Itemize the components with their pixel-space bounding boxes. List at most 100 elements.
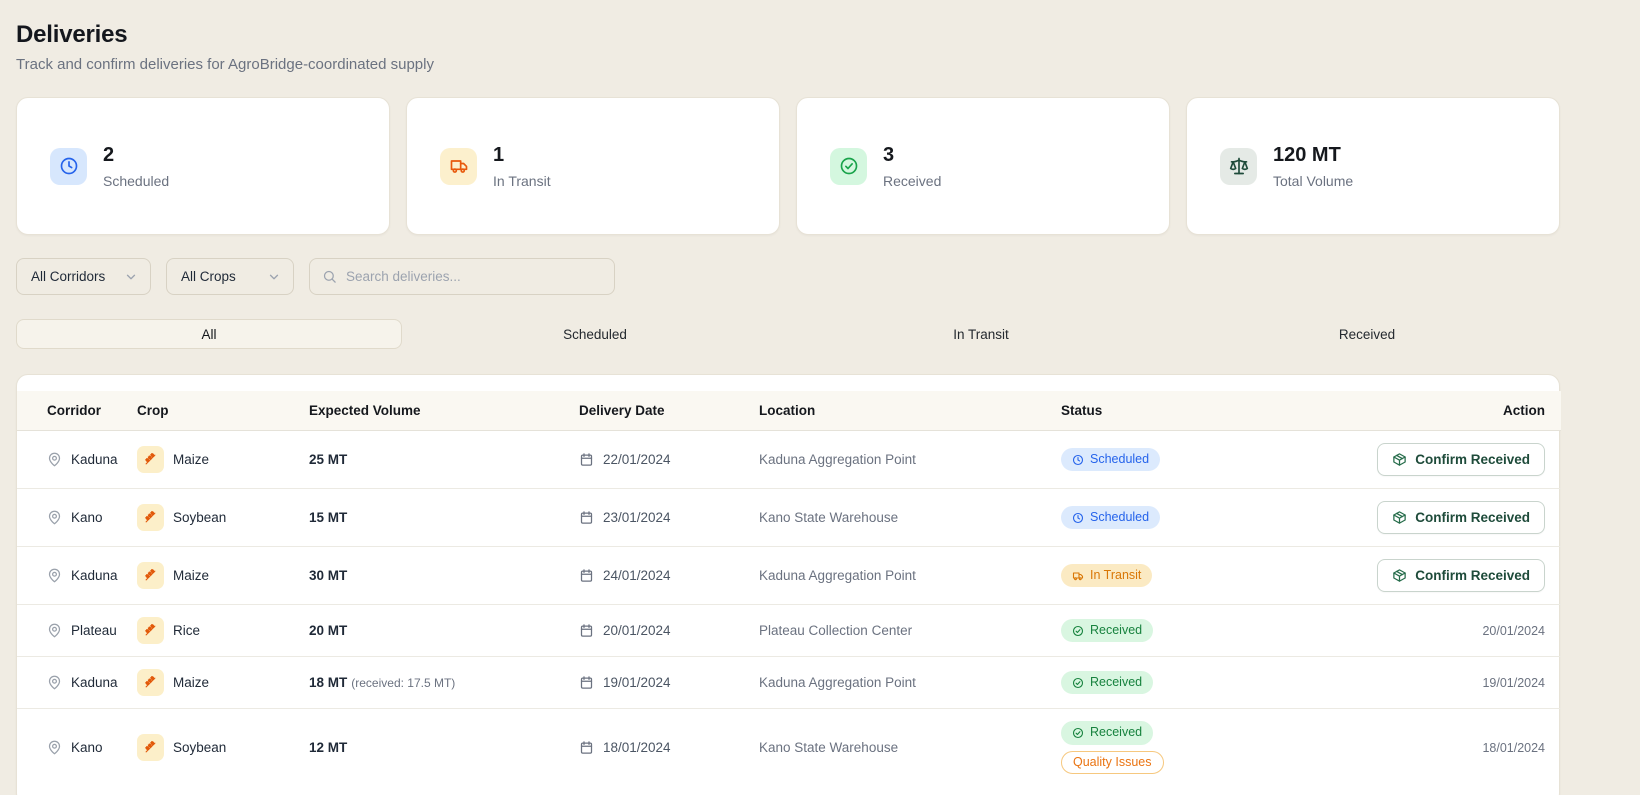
status-label: In Transit [1090, 567, 1142, 582]
location: Plateau Collection Center [759, 623, 913, 638]
calendar-icon [579, 568, 594, 583]
stat-value: 3 [883, 143, 895, 166]
corridor-name: Kano [71, 510, 103, 525]
delivery-date: 24/01/2024 [603, 568, 671, 583]
wheat-icon [137, 669, 164, 696]
table-row: Kaduna Maize 18 MT (received: 17.5 MT) 19… [17, 657, 1561, 709]
tab-all[interactable]: All [16, 319, 402, 349]
calendar-icon [579, 623, 594, 638]
tab-scheduled[interactable]: Scheduled [563, 326, 627, 342]
stat-label: Received [883, 172, 942, 189]
header-corridor: Corridor [17, 391, 137, 431]
stat-card-in-transit: 1 In Transit [406, 97, 780, 235]
status-tabs: All Scheduled In Transit Received [16, 319, 1560, 349]
corridor-name: Plateau [71, 623, 117, 638]
delivery-date: 18/01/2024 [603, 740, 671, 756]
check-circle-icon [1072, 677, 1084, 689]
expected-volume: 12 MT [309, 740, 348, 756]
status-label: Scheduled [1090, 451, 1150, 466]
corridor-filter-value: All Corridors [31, 269, 106, 284]
crop-name: Maize [173, 675, 210, 690]
stat-card-scheduled: 2 Scheduled [16, 97, 390, 235]
received-date: 20/01/2024 [1482, 624, 1545, 638]
status-badge: In Transit [1061, 563, 1153, 588]
crop-filter-value: All Crops [181, 269, 236, 284]
header-crop: Crop [137, 391, 309, 431]
location: Kaduna Aggregation Point [759, 568, 916, 583]
stat-label: In Transit [493, 172, 551, 189]
package-icon [1392, 510, 1407, 525]
location: Kaduna Aggregation Point [759, 675, 916, 690]
header-expected-volume: Expected Volume [309, 391, 579, 431]
map-pin-icon [47, 740, 62, 755]
clock-icon [50, 147, 87, 185]
status-label: Received [1090, 674, 1143, 689]
calendar-icon [579, 675, 594, 690]
expected-volume: 20 MT [309, 623, 348, 638]
corridor-filter-select[interactable]: All Corridors [16, 258, 151, 295]
wheat-icon [137, 734, 164, 762]
calendar-icon [579, 510, 594, 525]
corridor-name: Kaduna [71, 452, 118, 467]
header-action: Action [1361, 391, 1561, 431]
status-badge: Received [1061, 670, 1154, 695]
corridor-name: Kano [71, 740, 103, 756]
confirm-received-button[interactable]: Confirm Received [1377, 501, 1545, 534]
wheat-icon [137, 504, 164, 531]
tab-in-transit[interactable]: In Transit [953, 326, 1009, 342]
header-location: Location [759, 391, 1061, 431]
crop-name: Rice [173, 623, 201, 638]
chevron-down-icon [124, 270, 138, 284]
search-icon [323, 270, 336, 283]
crop-filter-select[interactable]: All Crops [166, 258, 294, 295]
page-title: Deliveries [16, 21, 128, 48]
confirm-received-label: Confirm Received [1415, 568, 1530, 583]
table-row: Kano Soybean 15 MT 23/01/2024 Kano State… [17, 489, 1561, 547]
confirm-received-button[interactable]: Confirm Received [1377, 559, 1545, 592]
stat-value: 120 MT [1273, 143, 1341, 166]
received-date: 18/01/2024 [1482, 741, 1545, 756]
search-box[interactable] [309, 258, 615, 295]
check-circle-icon [1072, 727, 1084, 739]
tab-received[interactable]: Received [1338, 326, 1396, 342]
status-label: Scheduled [1090, 509, 1150, 524]
calendar-icon [579, 452, 594, 467]
crop-name: Soybean [173, 510, 227, 525]
package-icon [1392, 452, 1407, 467]
map-pin-icon [47, 623, 62, 638]
expected-volume: 15 MT [309, 510, 348, 525]
expected-volume: 30 MT [309, 568, 348, 583]
corridor-name: Kaduna [71, 675, 118, 690]
map-pin-icon [47, 510, 62, 525]
stat-card-received: 3 Received [796, 97, 1170, 235]
stat-value: 1 [493, 143, 505, 166]
quality-label: Quality Issues [1073, 754, 1152, 769]
location: Kano State Warehouse [759, 510, 899, 525]
status-label: Received [1090, 725, 1143, 739]
received-date: 19/01/2024 [1482, 676, 1545, 690]
status-badge: Scheduled [1061, 505, 1161, 530]
delivery-date: 20/01/2024 [603, 623, 671, 638]
stat-label: Total Volume [1273, 172, 1354, 189]
map-pin-icon [47, 568, 62, 583]
quality-badge: Quality Issues [1061, 750, 1164, 775]
confirm-received-button[interactable]: Confirm Received [1377, 443, 1545, 476]
search-input[interactable] [346, 269, 602, 284]
status-label: Received [1090, 622, 1143, 637]
status-badge: Received [1061, 618, 1154, 643]
crop-name: Maize [173, 568, 210, 583]
confirm-received-label: Confirm Received [1415, 510, 1530, 525]
map-pin-icon [47, 675, 62, 690]
crop-name: Soybean [173, 740, 227, 756]
deliveries-page: Deliveries Track and confirm deliveries … [16, 0, 1561, 795]
delivery-date: 22/01/2024 [603, 452, 671, 467]
table-row: Kano Soybean 12 MT 18/01/2024 Kano State… [17, 709, 1561, 787]
clock-icon [1072, 512, 1084, 524]
delivery-date: 19/01/2024 [603, 675, 671, 690]
calendar-icon [579, 740, 594, 755]
deliveries-table: Corridor Crop Expected Volume Delivery D… [17, 391, 1561, 786]
clock-icon [1072, 454, 1084, 466]
stat-label: Scheduled [103, 172, 170, 189]
table-row: Kaduna Maize 25 MT 22/01/2024 Kaduna Agg… [17, 431, 1561, 489]
stats-row: 2 Scheduled 1 In Transit 3 Received [16, 97, 1560, 235]
